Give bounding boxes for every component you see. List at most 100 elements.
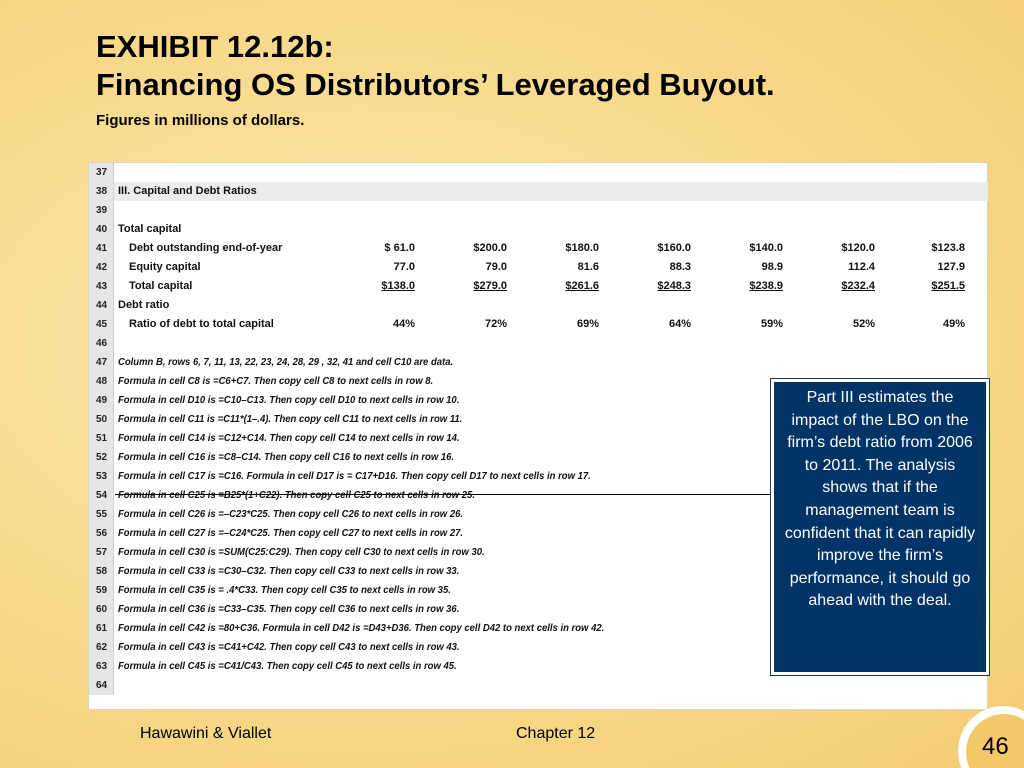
value-cell: $238.9 bbox=[749, 280, 783, 292]
row-number: 43 bbox=[89, 277, 114, 296]
value-cell: 77.0 bbox=[393, 261, 415, 273]
value-cell: $251.5 bbox=[931, 280, 965, 292]
row-label: Equity capital bbox=[129, 261, 201, 273]
formula-note: Formula in cell D10 is =C10–C13. Then co… bbox=[118, 395, 460, 406]
sheet-row-45: 45 Ratio of debt to total capital 44% 72% 69… bbox=[89, 315, 988, 334]
formula-note: Formula in cell C16 is =C8–C14. Then cop… bbox=[118, 452, 455, 463]
row-number: 62 bbox=[89, 638, 114, 657]
row-number: 55 bbox=[89, 505, 114, 524]
formula-note: Column B, rows 6, 7, 11, 13, 22, 23, 24,… bbox=[118, 357, 454, 368]
value-cell: $232.4 bbox=[841, 280, 875, 292]
explanation-callout: Part III estimates the impact of the LBO… bbox=[770, 378, 990, 676]
formula-note: Formula in cell C42 is =80+C36. Formula … bbox=[118, 623, 605, 634]
value-cell: 44% bbox=[392, 318, 415, 330]
row-number: 38 bbox=[89, 182, 114, 201]
exhibit-title-block: EXHIBIT 12.12b: Financing OS Distributor… bbox=[96, 28, 775, 129]
row-number: 60 bbox=[89, 600, 114, 619]
sheet-row-40: 40 Total capital bbox=[89, 220, 988, 239]
row-number: 47 bbox=[89, 353, 114, 372]
sheet-row-53: 53 Formula in cell C17 is =C16. Formula i… bbox=[89, 467, 988, 486]
value-cell: 81.6 bbox=[577, 261, 599, 273]
value-cell: 98.9 bbox=[761, 261, 783, 273]
row-number: 58 bbox=[89, 562, 114, 581]
sheet-row-44: 44 Debt ratio bbox=[89, 296, 988, 315]
row-label: III. Capital and Debt Ratios bbox=[118, 185, 257, 197]
sheet-row-59: 59 Formula in cell C35 is = .4*C33. Then … bbox=[89, 581, 988, 600]
formula-note: Formula in cell C36 is =C33–C35. Then co… bbox=[118, 604, 460, 615]
sheet-row-46: 46 bbox=[89, 334, 988, 353]
value-cell: 64% bbox=[668, 318, 691, 330]
sheet-row-62: 62 Formula in cell C43 is =C41+C42. Then … bbox=[89, 638, 988, 657]
value-cell: 49% bbox=[942, 318, 965, 330]
sheet-row-38: 38 III. Capital and Debt Ratios bbox=[89, 182, 988, 201]
row-number: 63 bbox=[89, 657, 114, 676]
footer-authors: Hawawini & Viallet bbox=[140, 725, 272, 742]
row-number: 57 bbox=[89, 543, 114, 562]
sheet-row-42: 42 Equity capital 77.0 79.0 81.6 88.3 98.9 112.… bbox=[89, 258, 988, 277]
row-number: 44 bbox=[89, 296, 114, 315]
row-number: 53 bbox=[89, 467, 114, 486]
row-number: 61 bbox=[89, 619, 114, 638]
formula-note: Formula in cell C8 is =C6+C7. Then copy … bbox=[118, 376, 434, 387]
row-label: Total capital bbox=[129, 280, 193, 292]
value-cell: $ 61.0 bbox=[384, 242, 415, 254]
formula-note: Formula in cell C33 is =C30–C32. Then co… bbox=[118, 566, 460, 577]
value-cell: $261.6 bbox=[565, 280, 599, 292]
page-number: 46 bbox=[982, 733, 1009, 760]
sheet-row-60: 60 Formula in cell C36 is =C33–C35. Then … bbox=[89, 600, 988, 619]
row-label: Debt ratio bbox=[118, 299, 170, 311]
row-number: 42 bbox=[89, 258, 114, 277]
row-number: 45 bbox=[89, 315, 114, 334]
formula-note: Formula in cell C25 is =B25*(1+C22). The… bbox=[118, 490, 475, 501]
row-number: 46 bbox=[89, 334, 114, 353]
sheet-row-39: 39 bbox=[89, 201, 988, 220]
sheet-row-55: 55 Formula in cell C26 is =–C23*C25. Then… bbox=[89, 505, 988, 524]
sheet-row-57: 57 Formula in cell C30 is =SUM(C25:C29). … bbox=[89, 543, 988, 562]
formula-note: Formula in cell C45 is =C41/C43. Then co… bbox=[118, 661, 457, 672]
value-cell: $123.8 bbox=[931, 242, 965, 254]
row-number: 51 bbox=[89, 429, 114, 448]
formula-note: Formula in cell C27 is =–C24*C25. Then c… bbox=[118, 528, 464, 539]
value-cell: 79.0 bbox=[485, 261, 507, 273]
sheet-row-58: 58 Formula in cell C33 is =C30–C32. Then … bbox=[89, 562, 988, 581]
sheet-row-43: 43 Total capital $138.0 $279.0 $261.6 $248.3 $… bbox=[89, 277, 988, 296]
row-number: 64 bbox=[89, 676, 114, 695]
sheet-row-37: 37 bbox=[89, 163, 988, 182]
formula-note: Formula in cell C30 is =SUM(C25:C29). Th… bbox=[118, 547, 485, 558]
row-number: 54 bbox=[89, 486, 114, 505]
row-number: 48 bbox=[89, 372, 114, 391]
sheet-row-52: 52 Formula in cell C16 is =C8–C14. Then c… bbox=[89, 448, 988, 467]
value-cell: $140.0 bbox=[749, 242, 783, 254]
value-cell: $180.0 bbox=[565, 242, 599, 254]
row-number: 59 bbox=[89, 581, 114, 600]
row-number: 49 bbox=[89, 391, 114, 410]
footer-chapter: Chapter 12 bbox=[516, 725, 596, 742]
row-number: 50 bbox=[89, 410, 114, 429]
exhibit-subtitle: Figures in millions of dollars. bbox=[96, 112, 305, 129]
row-number: 56 bbox=[89, 524, 114, 543]
value-cell: 88.3 bbox=[669, 261, 691, 273]
row-label: Total capital bbox=[118, 223, 182, 235]
row-number: 39 bbox=[89, 201, 114, 220]
sheet-row-54: 54 Formula in cell C25 is =B25*(1+C22). T… bbox=[89, 486, 988, 505]
value-cell: 52% bbox=[852, 318, 875, 330]
sheet-row-49: 49 Formula in cell D10 is =C10–C13. Then … bbox=[89, 391, 988, 410]
value-cell: 112.4 bbox=[848, 261, 875, 273]
value-cell: 127.9 bbox=[937, 261, 965, 273]
value-cell: $120.0 bbox=[841, 242, 875, 254]
formula-note: Formula in cell C17 is =C16. Formula in … bbox=[118, 471, 591, 482]
exhibit-title: Financing OS Distributors’ Leveraged Buy… bbox=[96, 67, 775, 102]
value-cell: $279.0 bbox=[473, 280, 507, 292]
sheet-row-56: 56 Formula in cell C27 is =–C24*C25. Then… bbox=[89, 524, 988, 543]
formula-note: Formula in cell C35 is = .4*C33. Then co… bbox=[118, 585, 451, 596]
value-cell: 59% bbox=[760, 318, 783, 330]
value-cell: $248.3 bbox=[657, 280, 691, 292]
sheet-row-50: 50 Formula in cell C11 is =C11*(1–.4). Th… bbox=[89, 410, 988, 429]
value-cell: 69% bbox=[576, 318, 599, 330]
sheet-row-48: 48 Formula in cell C8 is =C6+C7. Then cop… bbox=[89, 372, 988, 391]
callout-text: Part III estimates the impact of the LBO… bbox=[784, 389, 976, 610]
row-label: Debt outstanding end-of-year bbox=[129, 242, 283, 254]
sheet-row-63: 63 Formula in cell C45 is =C41/C43. Then … bbox=[89, 657, 988, 676]
table-separator-line bbox=[115, 494, 987, 495]
sheet-row-64: 64 bbox=[89, 676, 988, 695]
